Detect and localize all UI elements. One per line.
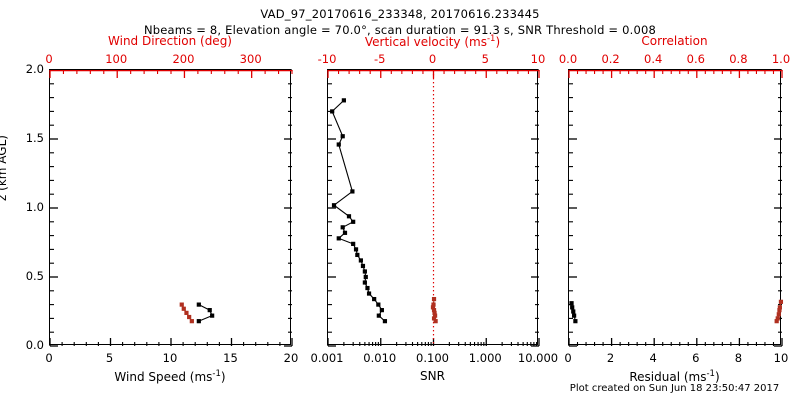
series-vertical-velocity	[430, 296, 438, 324]
x-tick-label-top: 10	[530, 52, 546, 66]
x-tick-label-top: 1.0	[771, 52, 791, 66]
x-tick-label-bottom: 5	[105, 351, 114, 365]
x-tick-label-top: 0.6	[686, 52, 705, 66]
y-axis-label: z (km AGL)	[0, 135, 9, 201]
y-tick-label: 2.0	[25, 62, 44, 76]
x-axis-name-top: Correlation	[641, 34, 708, 48]
x-tick-label-top: 0	[428, 52, 437, 66]
series-snr	[330, 98, 388, 324]
series-correlation	[774, 299, 784, 324]
panel-snr	[327, 69, 540, 347]
x-axis-name-top: Wind Direction (deg)	[108, 34, 232, 48]
x-tick-label-top: -5	[374, 52, 386, 66]
x-tick-label-top: -10	[317, 52, 337, 66]
x-tick-label-top: 300	[239, 52, 262, 66]
x-tick-label-bottom: 10.000	[517, 351, 559, 365]
x-axis-name-bottom: Residual (ms-1)	[629, 369, 720, 384]
x-tick-label-bottom: 1.000	[468, 351, 502, 365]
x-tick-label-top: 100	[105, 52, 128, 66]
x-tick-label-bottom: 2	[606, 351, 615, 365]
y-tick-label: 0.5	[25, 269, 44, 283]
x-tick-label-bottom: 8	[734, 351, 743, 365]
x-tick-label-bottom: 0	[564, 351, 572, 365]
x-tick-label-top: 0.8	[729, 52, 748, 66]
y-tick-label: 1.5	[25, 131, 44, 145]
x-tick-label-top: 0	[45, 52, 53, 66]
y-tick-label: 0.0	[25, 338, 44, 352]
x-axis-name-bottom: Wind Speed (ms-1)	[114, 369, 226, 384]
y-tick-label: 1.0	[25, 200, 44, 214]
x-tick-label-bottom: 10	[162, 351, 178, 365]
x-tick-label-top: 0.2	[601, 52, 620, 66]
x-tick-label-bottom: 20	[283, 351, 299, 365]
panel-wind	[49, 69, 293, 347]
x-axis-name-top: Vertical velocity (ms-1)	[364, 34, 501, 49]
x-tick-label-top: 200	[172, 52, 195, 66]
series-residual	[569, 301, 578, 324]
x-tick-label-top: 0.4	[644, 52, 663, 66]
series-wind-direction	[179, 302, 194, 324]
x-tick-label-bottom: 15	[223, 351, 238, 365]
plot-subtitle: Nbeams = 8, Elevation angle = 70.0°, sca…	[143, 23, 657, 37]
x-tick-label-top: 5	[481, 52, 489, 66]
plot-credit: Plot created on Sun Jun 18 23:50:47 2017	[569, 383, 780, 394]
plot-title: VAD_97_20170616_233348, 20170616.233445	[260, 7, 540, 21]
x-tick-label-bottom: 0.001	[310, 351, 344, 365]
x-tick-label-bottom: 0	[45, 351, 53, 365]
x-tick-label-bottom: 0.100	[416, 351, 449, 365]
x-tick-label-bottom: 10	[773, 351, 789, 365]
x-tick-label-top: 0.0	[558, 52, 578, 66]
panel-residual	[568, 69, 784, 347]
series-wind-speed	[196, 302, 215, 324]
x-tick-label-bottom: 0.010	[363, 351, 397, 365]
x-tick-label-bottom: 6	[692, 351, 700, 365]
x-tick-label-bottom: 4	[649, 351, 657, 365]
x-axis-name-bottom: SNR	[420, 369, 445, 383]
